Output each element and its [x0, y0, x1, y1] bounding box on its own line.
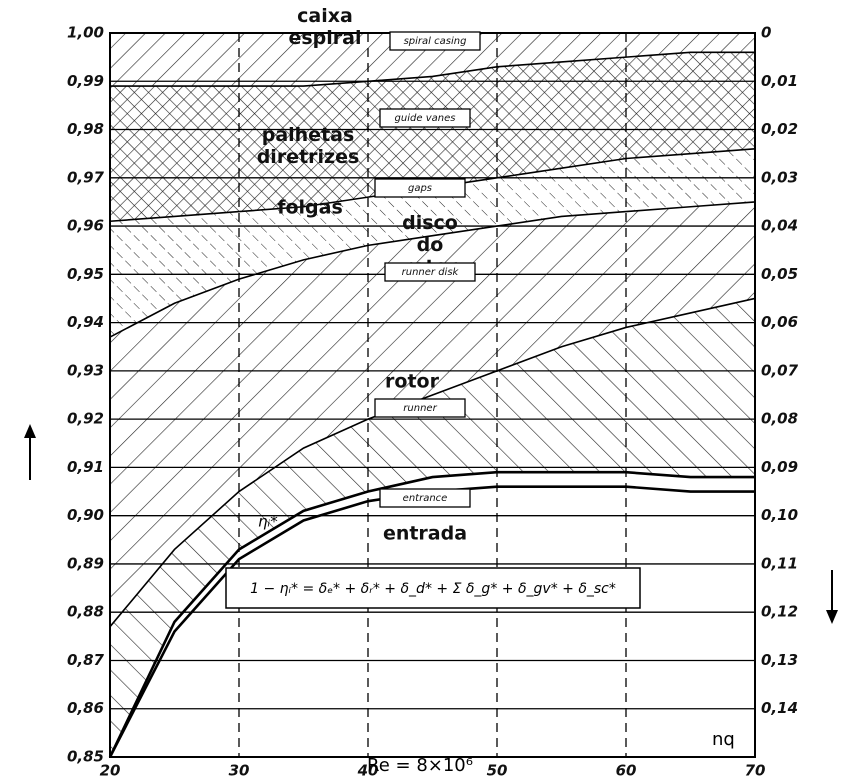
band-fill — [110, 52, 755, 222]
y2-tick-label: 0,06 — [761, 313, 798, 331]
y-tick-label: 0,99 — [67, 72, 104, 90]
y-tick-label: 0,91 — [67, 458, 104, 476]
y-tick-label: 0,89 — [67, 554, 104, 572]
label-box — [374, 398, 466, 418]
band-label: entrada — [383, 523, 467, 545]
y2-tick-label: 0,07 — [761, 361, 799, 379]
down-arrow-head — [826, 610, 838, 624]
band-label: palhetas diretrizes — [257, 124, 360, 168]
boundary-line — [109, 297, 756, 628]
y-tick-label: 1,00 — [67, 24, 104, 42]
y-tick-label: 0,92 — [67, 410, 104, 428]
band-fill — [110, 33, 755, 87]
band-label-en: gaps — [408, 183, 432, 194]
x-tick-label: 70 — [745, 762, 766, 780]
x-tick-label: 50 — [487, 762, 508, 780]
label-box — [379, 488, 471, 508]
y-tick-label: 0,86 — [67, 699, 104, 717]
x-label: Re = 8×10⁶ — [367, 755, 473, 776]
y-tick-label: 0,90 — [67, 506, 104, 524]
y2-tick-label: 0 — [761, 24, 771, 42]
band-label: rotor — [385, 371, 440, 393]
x-tick-label: 30 — [229, 762, 250, 780]
label-box — [389, 31, 481, 51]
band-fill — [110, 148, 755, 338]
y2-tick-label: 0,11 — [761, 554, 798, 572]
x-axis-name: nq — [712, 729, 735, 750]
band-fill — [110, 298, 755, 757]
up-arrow-head — [24, 424, 36, 438]
y2-tick-label: 0,10 — [761, 506, 798, 524]
boundary-line — [109, 201, 756, 338]
y-tick-label: 0,87 — [67, 651, 105, 669]
band-fill — [110, 201, 755, 627]
y-tick-label: 0,95 — [67, 265, 104, 283]
y2-tick-label: 0,04 — [761, 217, 798, 235]
y-tick-label: 0,97 — [67, 168, 105, 186]
band-label-en: entrance — [403, 493, 448, 504]
curve-label: ηᵢ* — [258, 513, 278, 531]
y-tick-label: 0,96 — [67, 217, 104, 235]
y-tick-label: 0,93 — [67, 361, 104, 379]
band-label-en: spiral casing — [404, 36, 467, 47]
x-tick-label: 20 — [100, 762, 121, 780]
equation: 1 − ηᵢ* = δₑ* + δᵣ* + δ_d* + Σ δ_g* + δ_… — [250, 581, 616, 597]
y2-tick-label: 0,05 — [761, 265, 798, 283]
y-tick-label: 0,88 — [67, 603, 104, 621]
y-tick-label: 0,94 — [67, 313, 104, 331]
y-tick-label: 0,98 — [67, 120, 104, 138]
band-label-en: runner — [403, 403, 437, 414]
x-tick-label: 60 — [616, 762, 637, 780]
y2-tick-label: 0,14 — [761, 699, 798, 717]
label-box — [379, 108, 471, 128]
boundary-line — [110, 51, 755, 87]
y2-tick-label: 0,03 — [761, 168, 798, 186]
band-label-en: runner disk — [402, 267, 460, 278]
label-box — [384, 262, 476, 282]
y2-tick-label: 0,09 — [761, 458, 798, 476]
y2-tick-label: 0,02 — [761, 120, 798, 138]
equation-box — [225, 567, 641, 609]
y2-tick-label: 0,01 — [761, 72, 798, 90]
y2-tick-label: 0,13 — [761, 651, 798, 669]
y-tick-label: 0,85 — [67, 748, 104, 766]
band-label: folgas — [277, 197, 343, 219]
y2-tick-label: 0,08 — [761, 410, 798, 428]
band-label: caixa espiral — [288, 5, 361, 49]
x-tick-label: 40 — [357, 762, 379, 780]
y2-tick-label: 0,12 — [761, 603, 798, 621]
label-box — [374, 178, 466, 198]
boundary-line — [108, 470, 755, 758]
band-label-en: guide vanes — [395, 113, 456, 124]
